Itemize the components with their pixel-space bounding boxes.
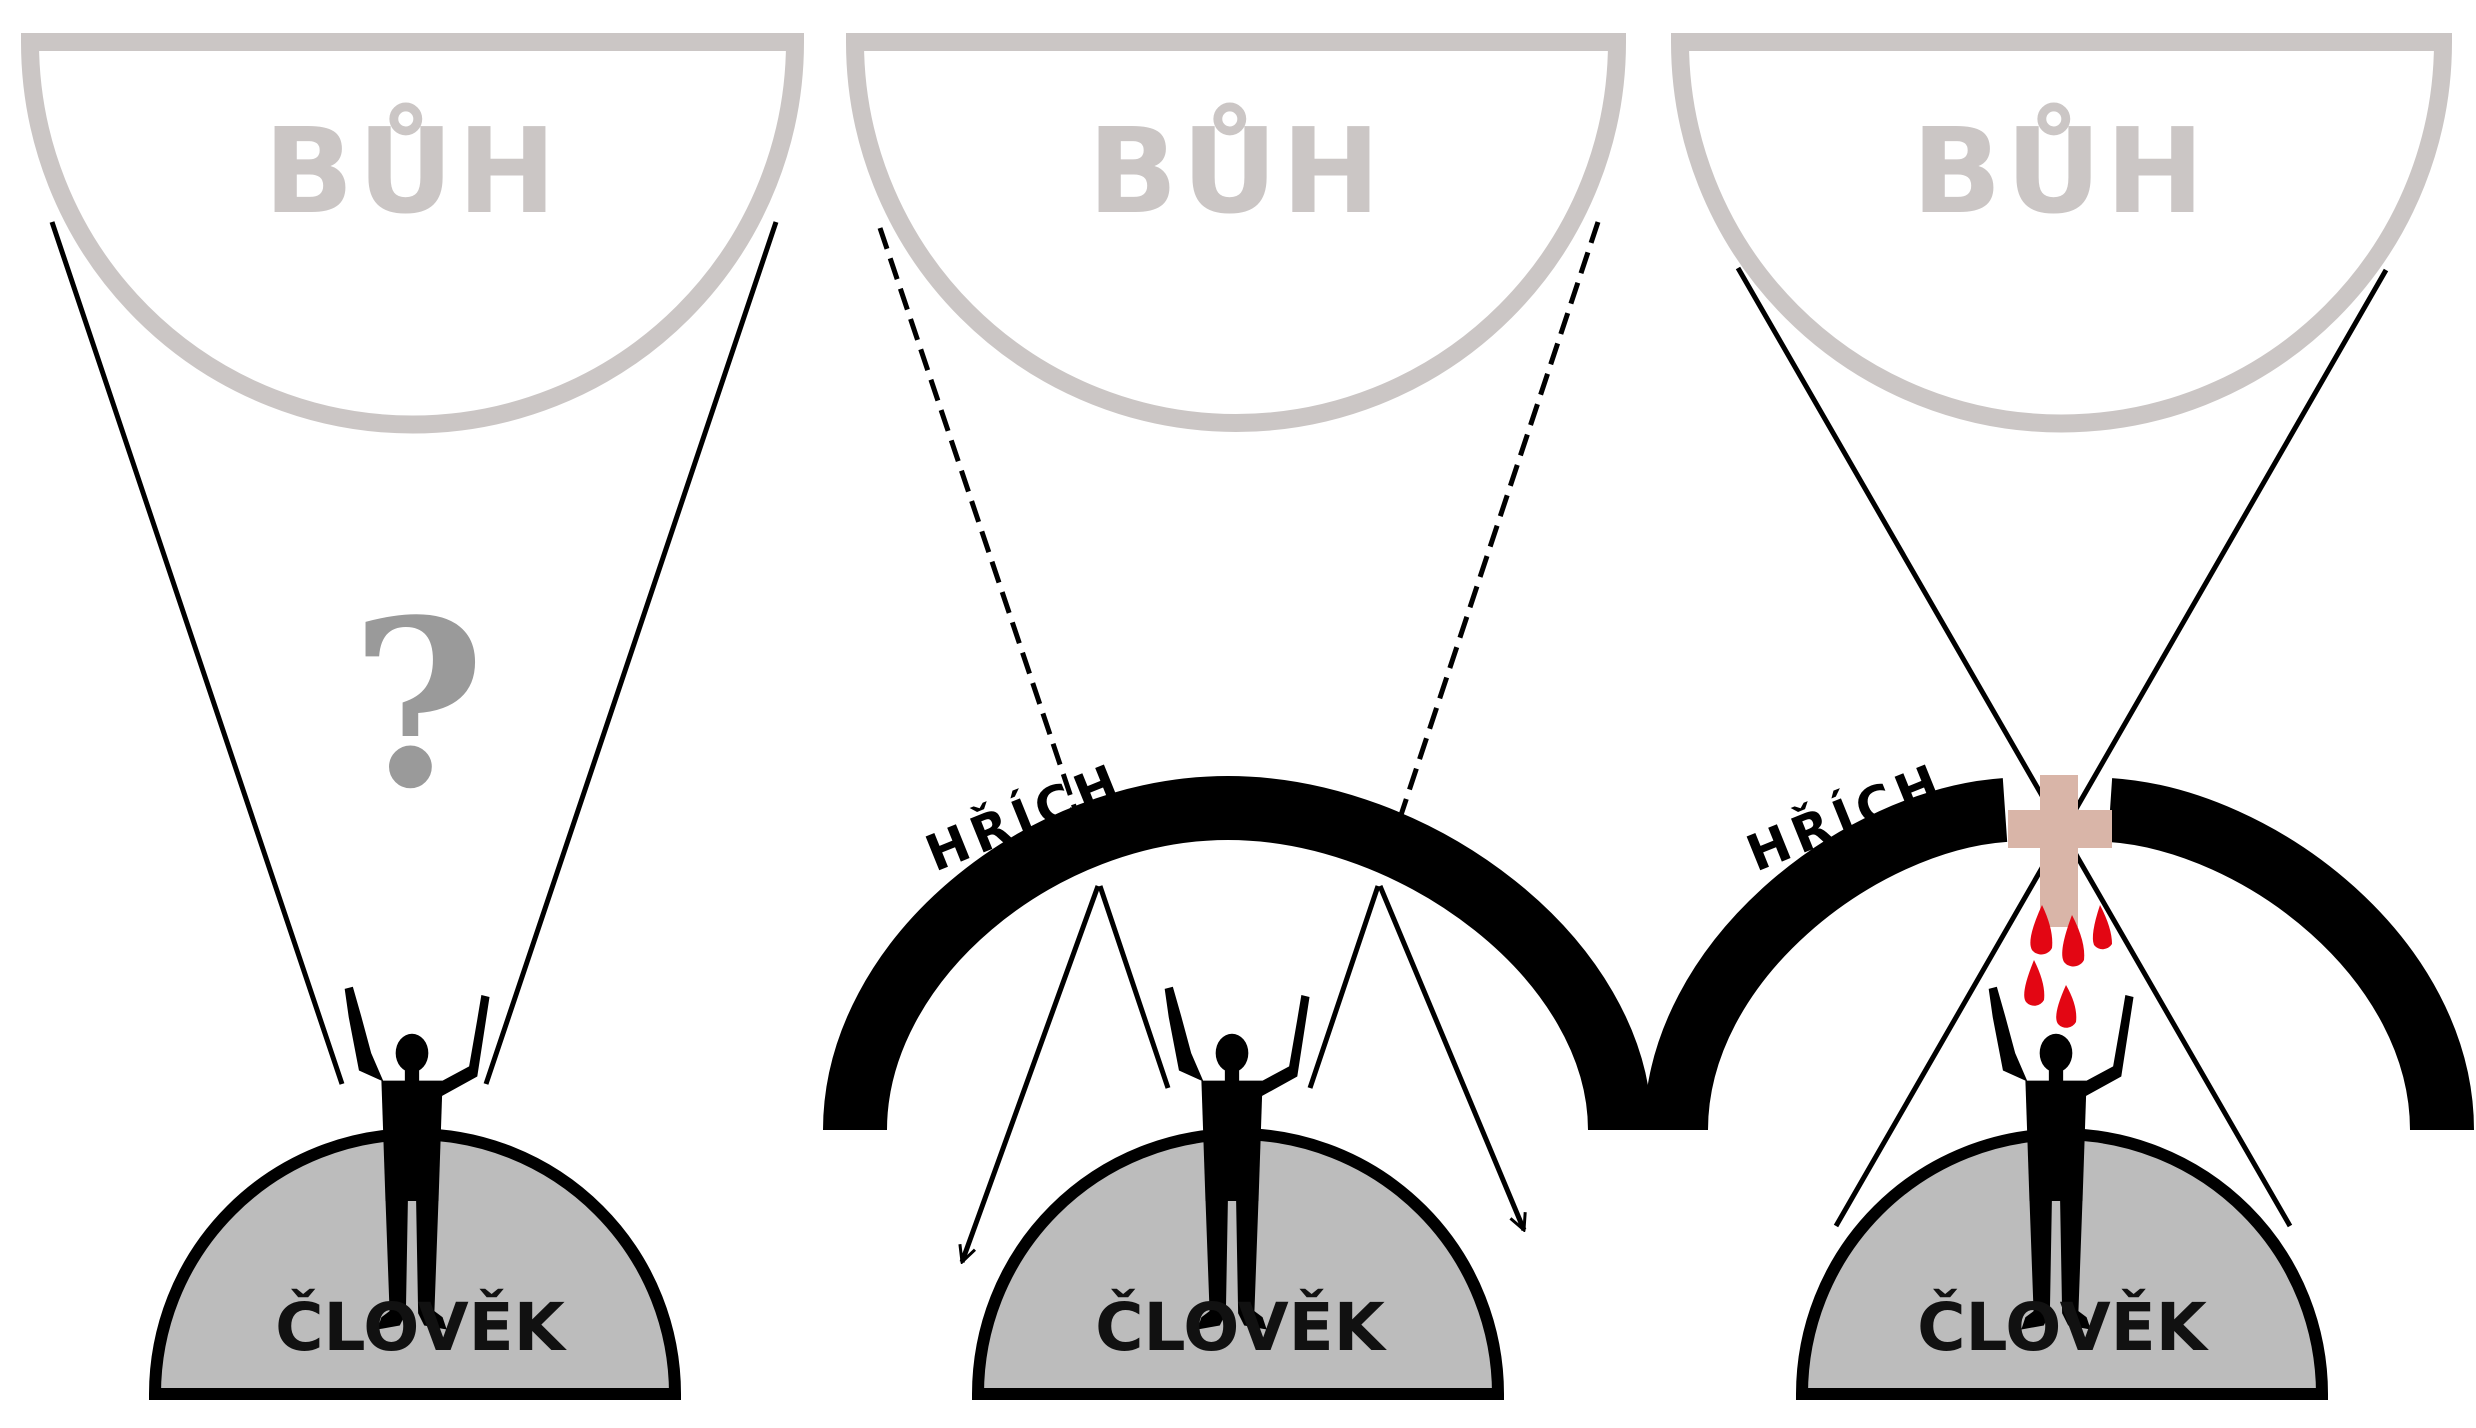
dashed-beam-right <box>1395 221 1601 825</box>
sin-arc-right <box>2107 778 2474 1131</box>
man-label: ČLOVĚK <box>275 1288 568 1366</box>
reflect-line-right-in <box>1307 885 1381 1089</box>
beam-line-left <box>49 221 345 1085</box>
sin-arc-left <box>1644 778 2008 1131</box>
panel-1: BŮH ? ČLOVĚK <box>20 33 805 1400</box>
cross-line-b <box>1833 268 2389 1228</box>
reflect-arrow-left <box>962 885 1101 1262</box>
reflect-line-left-in <box>1097 885 1171 1089</box>
beam-line-right <box>483 221 779 1085</box>
god-label: BŮH <box>264 102 561 240</box>
sin-arc <box>823 775 1652 1132</box>
question-mark: ? <box>351 570 486 840</box>
panel-2: BŮH HŘÍCH ČLOVĚK <box>823 33 1652 1400</box>
god-label: BŮH <box>1912 102 2209 240</box>
cross-line-a <box>1735 266 2293 1228</box>
dashed-beam-left <box>877 227 1081 819</box>
god-semicircle <box>845 33 1627 432</box>
god-semicircle <box>1670 33 2453 433</box>
man-label: ČLOVĚK <box>1917 1288 2210 1366</box>
god-semicircle <box>20 33 805 434</box>
panel-3: BŮH HŘÍCH ČLOVĚK <box>1644 33 2474 1400</box>
god-label: BŮH <box>1088 102 1385 240</box>
cross-icon <box>2008 775 2112 927</box>
reflect-arrow-right <box>1377 885 1524 1230</box>
blood-drops-icon <box>2024 905 2112 1028</box>
man-label: ČLOVĚK <box>1095 1288 1388 1366</box>
